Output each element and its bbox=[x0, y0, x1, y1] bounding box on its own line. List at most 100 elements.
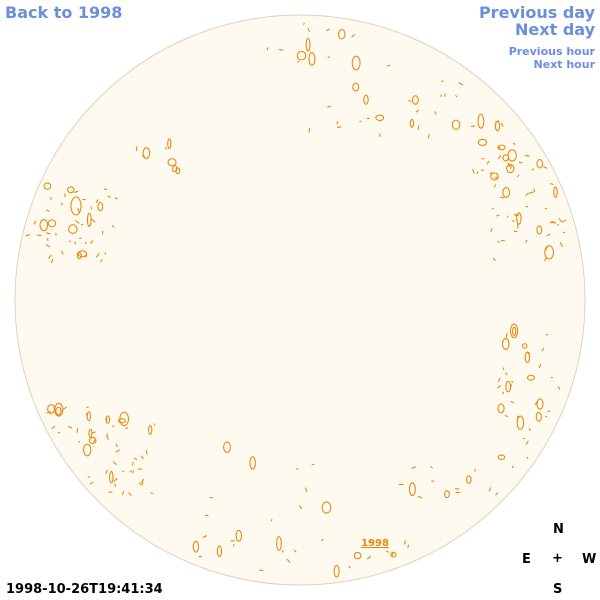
contour-mark bbox=[506, 163, 515, 174]
contour-mark bbox=[505, 372, 508, 376]
contour-mark bbox=[491, 207, 495, 210]
contour-mark bbox=[490, 172, 499, 181]
contour-mark bbox=[97, 201, 104, 212]
contour-mark bbox=[455, 487, 460, 490]
contour-mark bbox=[304, 487, 308, 493]
year-link[interactable]: 1998 bbox=[361, 538, 389, 549]
contour-mark bbox=[434, 111, 437, 115]
contour-mark bbox=[528, 428, 531, 432]
contour-mark bbox=[561, 219, 567, 223]
previous-day-link[interactable]: Previous day bbox=[478, 3, 595, 22]
contour-mark bbox=[512, 142, 516, 145]
next-day-link[interactable]: Next day bbox=[515, 20, 595, 39]
contour-mark bbox=[391, 551, 394, 556]
contour-mark bbox=[286, 558, 291, 563]
contour-mark bbox=[366, 555, 372, 560]
contour-mark bbox=[546, 233, 551, 237]
contour-mark bbox=[43, 182, 52, 190]
contour-mark bbox=[535, 411, 542, 422]
contour-mark bbox=[302, 22, 305, 25]
contour-mark bbox=[497, 240, 500, 244]
contour-mark bbox=[553, 186, 558, 198]
contour-mark bbox=[95, 252, 100, 258]
contour-mark bbox=[320, 538, 324, 542]
contour-mark bbox=[119, 411, 130, 427]
contour-mark bbox=[259, 569, 264, 572]
contour-mark bbox=[62, 406, 67, 410]
contour-mark bbox=[86, 212, 92, 228]
contour-mark bbox=[66, 186, 75, 194]
contour-mark bbox=[68, 240, 71, 243]
contour-mark bbox=[458, 82, 464, 86]
contour-mark bbox=[138, 482, 143, 486]
contour-mark bbox=[90, 240, 94, 244]
contour-mark bbox=[67, 425, 73, 429]
contour-mark bbox=[444, 490, 450, 499]
contour-mark bbox=[266, 47, 269, 51]
contour-mark bbox=[281, 549, 284, 553]
contour-mark bbox=[321, 501, 332, 514]
contour-mark bbox=[84, 254, 88, 258]
contour-mark bbox=[417, 125, 420, 130]
contour-mark bbox=[327, 105, 332, 108]
contour-mark bbox=[441, 80, 444, 83]
contour-mark bbox=[78, 440, 81, 443]
contour-mark bbox=[88, 436, 97, 445]
contour-mark bbox=[333, 564, 340, 578]
contour-mark bbox=[492, 257, 496, 262]
contour-mark bbox=[408, 482, 416, 497]
contour-mark bbox=[92, 439, 96, 443]
contour-mark bbox=[175, 167, 181, 175]
contour-mark bbox=[510, 400, 515, 404]
solar-disk bbox=[14, 14, 586, 586]
contour-mark bbox=[549, 221, 553, 224]
contour-mark bbox=[544, 245, 555, 260]
contour-mark bbox=[112, 424, 115, 428]
contour-mark bbox=[351, 55, 361, 71]
contour-mark bbox=[509, 383, 513, 387]
contour-mark bbox=[336, 120, 339, 125]
contour-mark bbox=[337, 29, 346, 40]
contour-mark bbox=[545, 333, 549, 336]
contour-mark bbox=[76, 427, 79, 433]
contour-mark bbox=[504, 414, 509, 418]
next-hour-link[interactable]: Next hour bbox=[533, 58, 596, 71]
contour-mark bbox=[46, 238, 49, 241]
previous-hour-link[interactable]: Previous hour bbox=[508, 45, 595, 58]
contour-mark bbox=[544, 257, 547, 262]
contour-mark bbox=[541, 347, 545, 352]
contour-mark bbox=[25, 234, 30, 237]
magnetic-contours bbox=[25, 22, 567, 578]
contour-mark bbox=[359, 120, 362, 123]
contour-mark bbox=[536, 398, 544, 410]
contour-mark bbox=[140, 478, 145, 484]
contour-mark bbox=[140, 455, 145, 460]
contour-mark bbox=[501, 338, 510, 350]
contour-mark bbox=[525, 440, 529, 445]
contour-mark bbox=[516, 415, 525, 430]
back-to-year-link[interactable]: Back to 1998 bbox=[5, 3, 123, 22]
contour-mark bbox=[502, 187, 511, 198]
contour-mark bbox=[550, 183, 554, 186]
contour-mark bbox=[131, 470, 135, 474]
contour-mark bbox=[477, 138, 488, 147]
contour-mark bbox=[534, 401, 538, 406]
contour-mark bbox=[249, 456, 256, 470]
contour-mark bbox=[494, 176, 499, 179]
contour-mark bbox=[70, 196, 82, 216]
contour-mark bbox=[407, 544, 410, 548]
contour-mark bbox=[505, 333, 508, 338]
contour-mark bbox=[109, 471, 114, 484]
contour-mark bbox=[494, 120, 501, 132]
contour-mark bbox=[107, 195, 112, 198]
contour-mark bbox=[148, 425, 153, 435]
contour-mark bbox=[526, 351, 531, 355]
contour-mark bbox=[75, 220, 80, 224]
contour-mark bbox=[486, 160, 490, 165]
contour-mark bbox=[95, 199, 99, 203]
contour-mark bbox=[106, 433, 109, 438]
contour-mark bbox=[547, 410, 551, 413]
contour-mark bbox=[375, 114, 385, 122]
contour-mark bbox=[353, 551, 362, 560]
